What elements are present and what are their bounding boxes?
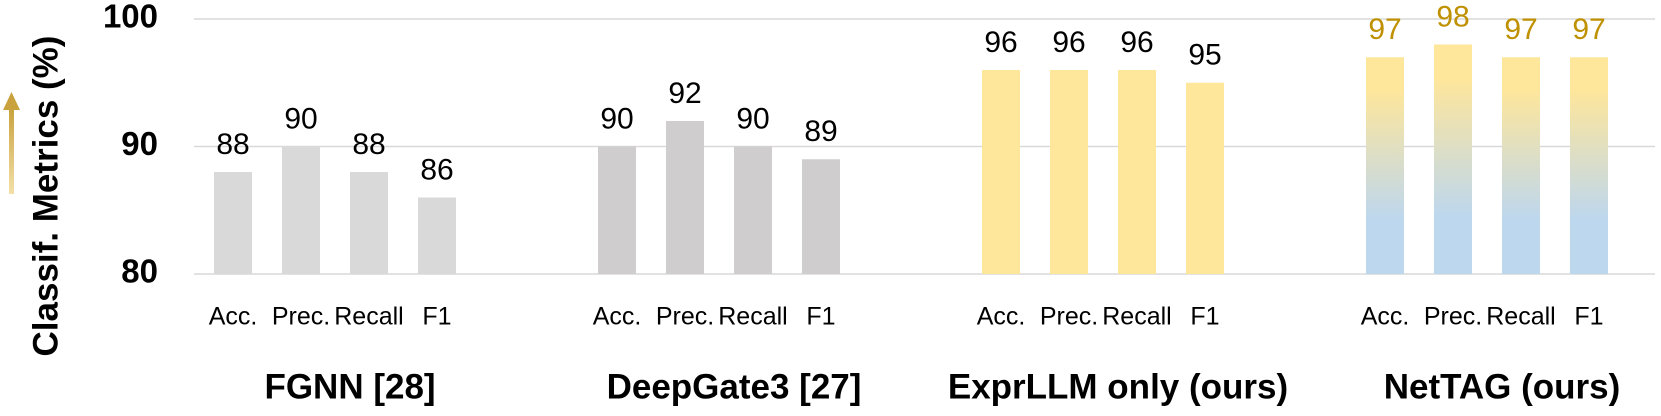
x-tick-label: Recall (718, 303, 787, 331)
bar (982, 70, 1020, 274)
value-label: 90 (284, 102, 317, 135)
group-label: DeepGate3 [27] (607, 367, 862, 406)
value-label: 97 (1504, 13, 1537, 46)
y-tick-label: 100 (103, 0, 158, 35)
value-label: 96 (984, 26, 1017, 59)
bar (214, 172, 252, 274)
value-label: 98 (1436, 0, 1469, 33)
x-tick-label: Acc. (977, 303, 1026, 331)
bar (802, 159, 840, 274)
group-label: ExprLLM only (ours) (948, 367, 1288, 406)
bar (418, 197, 456, 274)
bar (1186, 82, 1224, 274)
bar (598, 146, 636, 274)
value-label: 97 (1368, 13, 1401, 46)
value-label: 90 (736, 102, 769, 135)
value-label: 89 (804, 115, 837, 148)
x-tick-label: Prec. (272, 303, 330, 331)
x-tick-label: Acc. (593, 303, 642, 331)
value-label: 90 (600, 102, 633, 135)
x-tick-label: Acc. (1361, 303, 1410, 331)
x-tick-label: F1 (806, 303, 835, 331)
x-tick-label: Acc. (209, 303, 258, 331)
value-label: 88 (216, 128, 249, 161)
y-axis-label: Classif. Metrics (%) (26, 36, 65, 357)
bar (1570, 57, 1608, 274)
bar (1434, 44, 1472, 274)
bar (282, 146, 320, 274)
bar (1502, 57, 1540, 274)
y-arrow (3, 92, 20, 194)
y-tick-label: 80 (121, 253, 158, 290)
value-label: 92 (668, 77, 701, 110)
x-tick-label: F1 (1574, 303, 1603, 331)
value-label: 88 (352, 128, 385, 161)
bar (1118, 70, 1156, 274)
value-label: 95 (1188, 39, 1221, 72)
x-tick-label: Recall (1486, 303, 1555, 331)
x-tick-label: Recall (334, 303, 403, 331)
x-tick-label: Prec. (1424, 303, 1482, 331)
bar (350, 172, 388, 274)
group-label: NetTAG (ours) (1384, 367, 1621, 406)
group-label: FGNN [28] (264, 367, 435, 406)
x-tick-label: F1 (422, 303, 451, 331)
x-tick-label: F1 (1190, 303, 1219, 331)
value-label: 96 (1120, 26, 1153, 59)
y-tick-label: 90 (121, 125, 158, 162)
x-tick-label: Prec. (656, 303, 714, 331)
bar (1050, 70, 1088, 274)
bar (666, 121, 704, 274)
value-label: 96 (1052, 26, 1085, 59)
x-tick-label: Prec. (1040, 303, 1098, 331)
bar (734, 146, 772, 274)
value-label: 86 (420, 153, 453, 186)
x-tick-label: Recall (1102, 303, 1171, 331)
bar (1366, 57, 1404, 274)
value-label: 97 (1572, 13, 1605, 46)
